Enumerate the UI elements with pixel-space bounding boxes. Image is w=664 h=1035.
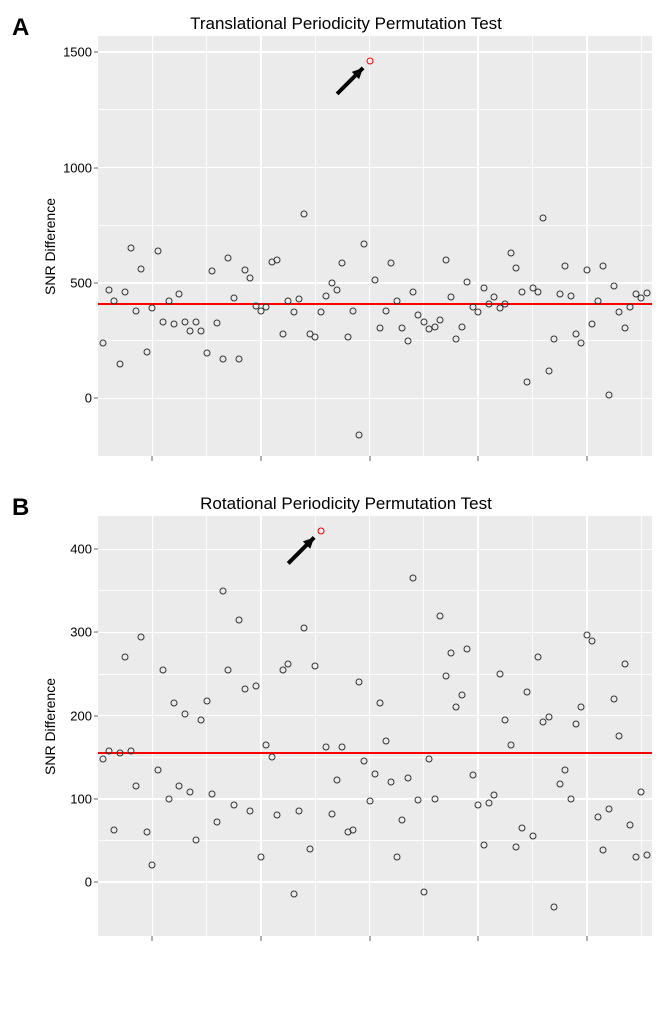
panel-a-plot-area <box>98 36 652 456</box>
panel-b-plot-area <box>98 516 652 936</box>
panel-a-xticks <box>98 456 652 470</box>
panel-a-plot-wrap: SNR Difference 0 500 1000 1500 <box>40 36 652 456</box>
panel-a-chart: Translational Periodicity Permutation Te… <box>40 14 652 470</box>
ytick-label: 0 <box>58 391 92 406</box>
ytick-label: 200 <box>58 708 92 723</box>
arrow-icon <box>98 36 652 456</box>
ytick-label: 100 <box>58 791 92 806</box>
panel-b-plot-wrap: SNR Difference 0 100 200 300 400 <box>40 516 652 936</box>
panel-a-label: A <box>12 14 29 42</box>
panel-a-ylabel: SNR Difference <box>40 36 58 456</box>
panel-gap <box>12 470 652 488</box>
panel-b-xticks <box>98 936 652 950</box>
ytick-label: 300 <box>58 625 92 640</box>
ytick-label: 500 <box>58 275 92 290</box>
panel-b-chart: Rotational Periodicity Permutation Test … <box>40 494 652 950</box>
figure: A Translational Periodicity Permutation … <box>0 0 664 954</box>
ytick-label: 400 <box>58 542 92 557</box>
panel-a-yticks: 0 500 1000 1500 <box>58 36 98 456</box>
panel-b-label: B <box>12 494 29 522</box>
panel-b-yticks: 0 100 200 300 400 <box>58 516 98 936</box>
ytick-label: 1000 <box>58 160 92 175</box>
panel-a: A Translational Periodicity Permutation … <box>12 14 652 470</box>
panel-b-ylabel: SNR Difference <box>40 516 58 936</box>
panel-b: B Rotational Periodicity Permutation Tes… <box>12 494 652 950</box>
arrow-icon <box>98 516 652 936</box>
panel-b-title: Rotational Periodicity Permutation Test <box>40 494 652 514</box>
panel-a-title: Translational Periodicity Permutation Te… <box>40 14 652 34</box>
ytick-label: 0 <box>58 874 92 889</box>
ytick-label: 1500 <box>58 45 92 60</box>
